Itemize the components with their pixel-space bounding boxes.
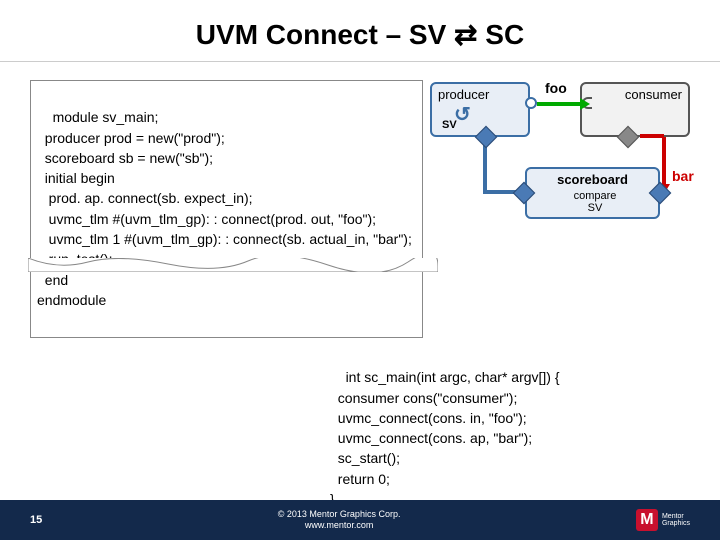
compare-box: compare SV	[560, 190, 630, 216]
sv-tag: SV	[442, 119, 457, 131]
architecture-diagram: producer ↺ SV consumer SC scoreboard com…	[430, 82, 710, 252]
sv-code-block: module sv_main; producer prod = new("pro…	[30, 80, 423, 338]
mentor-logo: M Mentor Graphics	[636, 509, 690, 531]
page-number: 15	[30, 514, 42, 526]
footer-bar: 15 © 2013 Mentor Graphics Corp. www.ment…	[0, 500, 720, 540]
content-area: module sv_main; producer prod = new("pro…	[0, 62, 720, 102]
foo-conn-label: foo	[545, 80, 567, 96]
copyright-text: © 2013 Mentor Graphics Corp. www.mentor.…	[278, 509, 401, 531]
slide-title: UVM Connect – SV ⇄ SC	[0, 0, 720, 62]
foo-arrow-icon	[537, 102, 582, 106]
mentor-logo-text: Mentor Graphics	[662, 513, 690, 527]
compare-label: compare SV	[574, 190, 617, 214]
sv-code-text: module sv_main; producer prod = new("pro…	[37, 109, 412, 308]
consumer-label: consumer	[625, 87, 682, 102]
bar-conn-label: bar	[672, 168, 694, 184]
producer-box: producer ↺ SV	[430, 82, 530, 137]
consumer-box: consumer SC	[580, 82, 690, 137]
producer-to-scoreboard-icon	[483, 144, 487, 192]
producer-label: producer	[438, 87, 489, 102]
sc-code-text: int sc_main(int argc, char* argv[]) { co…	[330, 369, 560, 507]
torn-edge-icon	[28, 258, 438, 272]
scoreboard-label: scoreboard	[557, 172, 628, 187]
producer-port-icon	[525, 97, 537, 109]
mentor-logo-icon: M	[636, 509, 658, 531]
